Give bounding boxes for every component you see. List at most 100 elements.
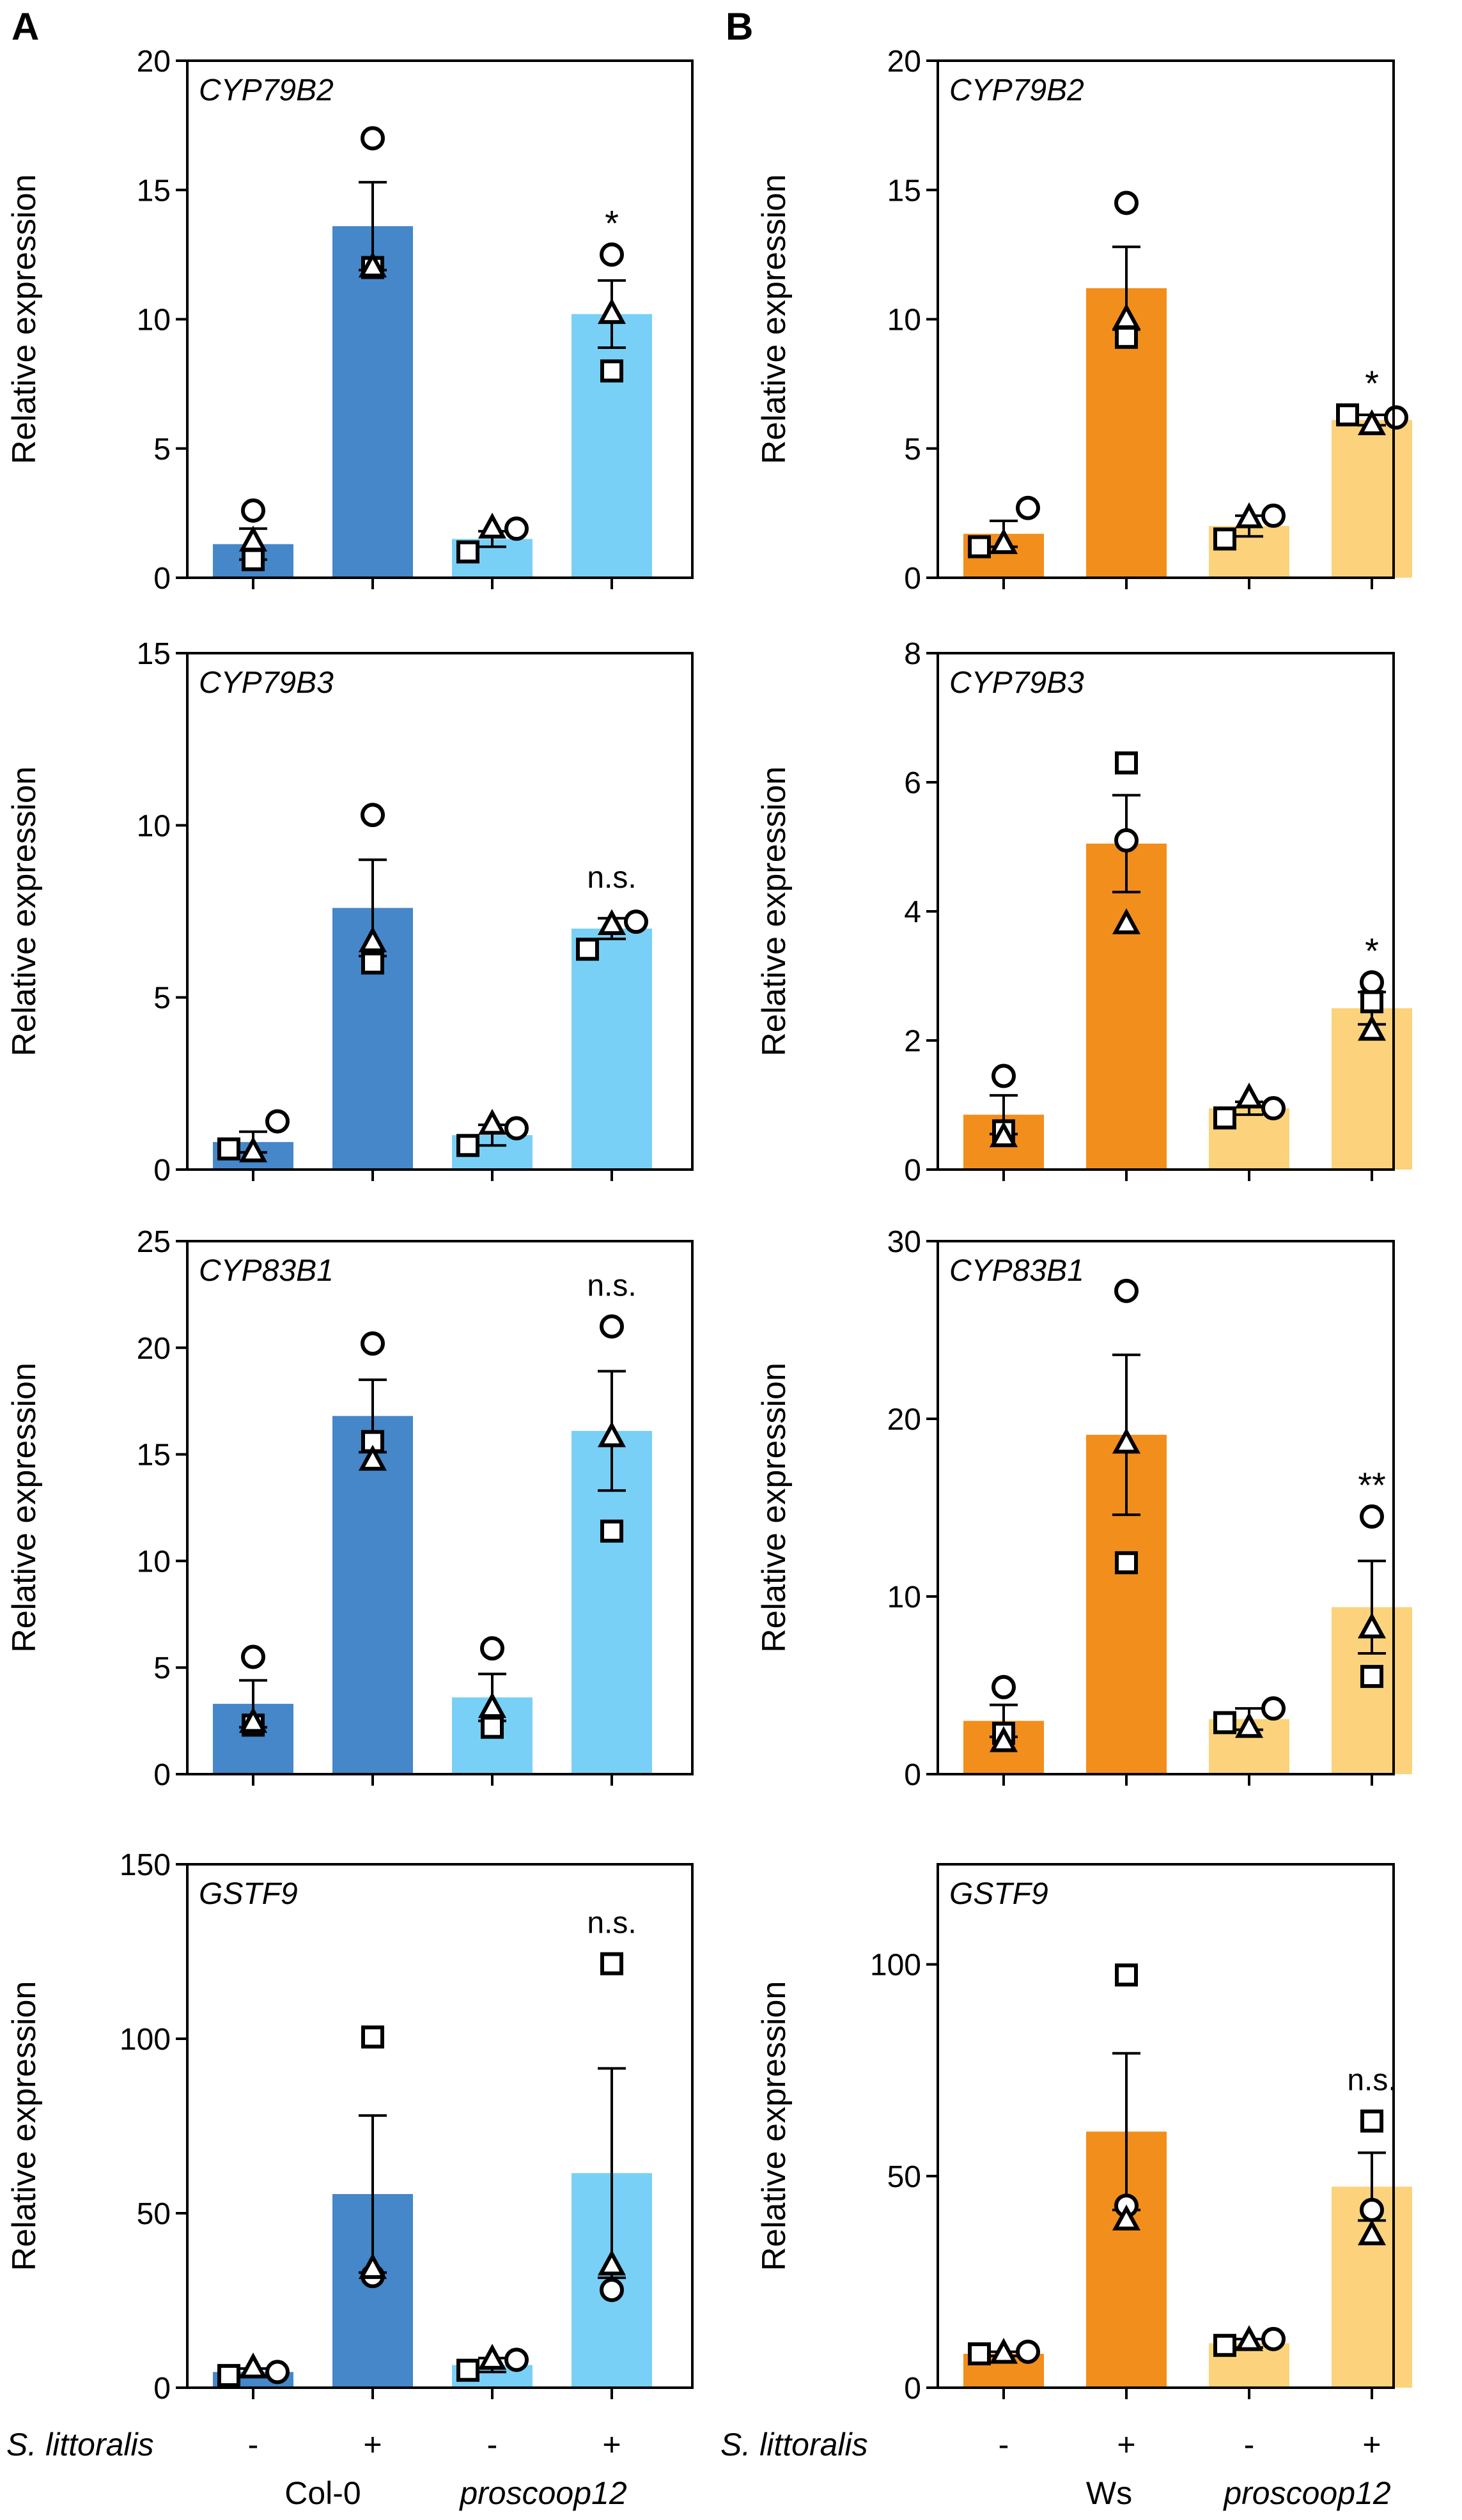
chart-b-gstf9-point-triangle-1 — [989, 2337, 1018, 2364]
chart-b-cyp79b3-point-square-2 — [1115, 751, 1138, 775]
chart-a-cyp83b1-significance-4: n.s. — [587, 1269, 636, 1303]
chart-a-cyp79b2-title: CYP79B2 — [199, 73, 334, 107]
chart-b-cyp79b3-point-square-3 — [1213, 1106, 1236, 1130]
chart-a-cyp79b3-ytick-label-1: 5 — [153, 982, 171, 1016]
chart-a-cyp79b3-point-square-2 — [361, 951, 384, 975]
chart-a-gstf9-ylabel: Relative expression — [6, 1981, 43, 2271]
chart-a-gstf9-point-square-1 — [217, 2363, 240, 2387]
treatment-sign-b3: - — [1244, 2427, 1255, 2462]
chart-a-cyp79b3-point-triangle-3 — [478, 1108, 507, 1135]
chart-b-cyp83b1-significance-4: ** — [1358, 1465, 1386, 1505]
chart-b-cyp79b3-significance-4: * — [1365, 931, 1379, 971]
chart-a-cyp83b1-point-triangle-1 — [238, 1706, 268, 1733]
chart-b-gstf9-point-triangle-3 — [1234, 2325, 1264, 2351]
chart-a-gstf9-point-circle-3 — [504, 2347, 529, 2372]
chart-a-cyp83b1-point-triangle-2 — [358, 1444, 387, 1471]
chart-b-cyp79b3-bar-2 — [1086, 843, 1167, 1170]
chart-a-cyp83b1-point-circle-2 — [361, 1331, 385, 1356]
chart-b-gstf9-point-square-1 — [968, 2342, 991, 2366]
chart-a-cyp79b2-point-circle-2 — [361, 126, 385, 151]
chart-a-cyp83b1-ylabel: Relative expression — [6, 1363, 43, 1653]
chart-a-cyp83b1-point-circle-1 — [241, 1644, 265, 1669]
chart-a-cyp79b2-point-square-3 — [456, 540, 479, 564]
chart-b-cyp79b3-point-circle-2 — [1114, 828, 1139, 853]
chart-a-cyp79b2-significance-4: * — [605, 203, 619, 243]
chart-a-cyp79b3-point-circle-3 — [504, 1116, 529, 1141]
chart-b-cyp83b1-frame — [937, 1240, 1395, 1775]
chart-a-cyp79b3-bar-4 — [572, 928, 652, 1170]
genotype-label-ws: Ws — [1086, 2475, 1132, 2511]
chart-a-cyp83b1-title: CYP83B1 — [199, 1254, 334, 1288]
chart-a-gstf9-error-bar-4 — [598, 2067, 626, 2280]
chart-a-cyp79b3: 0 5 10 15 CYP79B3 Relative expression n.s. — [6, 637, 694, 1187]
chart-a-cyp79b2-bar-4 — [572, 314, 652, 578]
chart-b-cyp83b1-point-square-4 — [1360, 1665, 1383, 1689]
chart-b-cyp79b2-point-triangle-2 — [1112, 303, 1141, 329]
chart-b-cyp83b1-point-triangle-1 — [989, 1726, 1018, 1752]
treatment-sign-a1: - — [248, 2427, 259, 2462]
chart-a-cyp83b1-ytick-label-1: 5 — [153, 1651, 171, 1685]
chart-b-cyp83b1-point-circle-3 — [1261, 1696, 1286, 1721]
chart-b-cyp79b3-ytick-label-4: 8 — [904, 637, 921, 671]
chart-b-cyp79b2-bar-4 — [1332, 420, 1412, 578]
chart-a-gstf9-ytick-label-3: 150 — [120, 1848, 171, 1882]
chart-b-gstf9-point-triangle-4 — [1357, 2219, 1387, 2246]
chart-b-cyp83b1: 0 10 20 30 CYP83B1 Relative expression ** — [756, 1225, 1412, 1792]
chart-a-cyp79b2-ylabel: Relative expression — [6, 174, 43, 465]
chart-b-cyp79b2-point-square-1 — [968, 535, 991, 559]
chart-b-cyp79b3-point-square-4 — [1360, 990, 1383, 1014]
chart-b-cyp83b1-point-circle-4 — [1360, 1504, 1384, 1529]
chart-a-gstf9-significance-4: n.s. — [587, 1906, 636, 1940]
chart-b-cyp79b2-ylabel: Relative expression — [756, 174, 793, 465]
chart-b-gstf9-ytick-label-0: 0 — [904, 2372, 921, 2406]
chart-b-cyp83b1-point-circle-2 — [1114, 1278, 1139, 1303]
chart-b-cyp79b2-point-triangle-1 — [989, 528, 1018, 554]
chart-b-cyp79b2-ytick-label-2: 10 — [887, 304, 921, 337]
chart-a-cyp79b2-point-triangle-2 — [358, 251, 387, 278]
chart-a-cyp79b2-point-square-4 — [600, 359, 623, 383]
chart-b-gstf9-frame — [937, 1863, 1395, 2389]
panel-label-b: B — [726, 5, 753, 48]
chart-b-gstf9-significance-4: n.s. — [1347, 2064, 1396, 2098]
chart-b-cyp79b3-point-circle-3 — [1261, 1096, 1286, 1121]
chart-a-cyp79b3-ytick-label-0: 0 — [153, 1154, 171, 1187]
chart-a-gstf9-frame — [186, 1863, 694, 2389]
chart-b-cyp79b3-point-circle-4 — [1360, 970, 1384, 995]
chart-a-gstf9-point-square-4 — [600, 1952, 623, 1975]
chart-b-cyp79b3-ytick-label-0: 0 — [904, 1154, 921, 1187]
chart-b-cyp79b2-point-circle-1 — [1016, 495, 1040, 520]
chart-b-gstf9-point-circle-1 — [1016, 2339, 1040, 2364]
chart-a-gstf9-ytick-label-2: 100 — [120, 2023, 171, 2057]
chart-a-cyp79b3-point-square-3 — [456, 1134, 479, 1157]
chart-a-cyp83b1-point-square-3 — [481, 1715, 504, 1739]
chart-b-cyp83b1-point-triangle-2 — [1112, 1427, 1141, 1454]
chart-b-gstf9-point-square-3 — [1213, 2333, 1236, 2357]
chart-a-cyp79b3-point-square-1 — [217, 1137, 240, 1161]
chart-a-cyp79b3-significance-4: n.s. — [587, 861, 636, 895]
chart-a-cyp79b2: 0 5 10 15 20 CYP79B2 Relative expression * — [6, 45, 694, 596]
chart-b-gstf9-title: GSTF9 — [949, 1877, 1048, 1911]
chart-b-cyp83b1-point-circle-1 — [992, 1674, 1016, 1699]
chart-a-cyp79b2-ytick-label-4: 20 — [137, 45, 171, 79]
chart-b-cyp83b1-ytick-label-0: 0 — [904, 1758, 921, 1792]
chart-a-cyp83b1-point-triangle-3 — [478, 1692, 507, 1719]
chart-b-gstf9: 0 50 100 GSTF9 Relative expression n.s. — [756, 1863, 1412, 2406]
chart-a-cyp79b3-ytick-label-3: 15 — [137, 637, 171, 671]
chart-a-cyp79b3-point-triangle-1 — [238, 1136, 268, 1163]
chart-a-gstf9-point-square-2 — [361, 2025, 384, 2049]
chart-a-gstf9-point-circle-1 — [265, 2360, 290, 2385]
chart-a-cyp79b3-point-triangle-4 — [597, 909, 626, 936]
chart-a-gstf9-title: GSTF9 — [199, 1877, 298, 1911]
treatment-sign-a2: + — [363, 2427, 382, 2462]
chart-b-cyp79b2-significance-4: * — [1365, 363, 1379, 403]
treatment-label-a: S. littoralis — [6, 2427, 154, 2462]
chart-a-cyp79b3-ylabel: Relative expression — [6, 766, 43, 1056]
chart-a-cyp79b2-point-circle-3 — [504, 516, 529, 541]
chart-b-cyp79b2: 0 5 10 15 20 CYP79B2 Relative expression * — [756, 45, 1412, 596]
chart-b-cyp79b2-ytick-label-3: 15 — [887, 174, 921, 208]
chart-a-cyp83b1-bar-2 — [332, 1416, 413, 1774]
chart-b-cyp79b3-point-triangle-1 — [989, 1121, 1018, 1147]
chart-a-cyp79b2-point-triangle-3 — [478, 513, 507, 539]
